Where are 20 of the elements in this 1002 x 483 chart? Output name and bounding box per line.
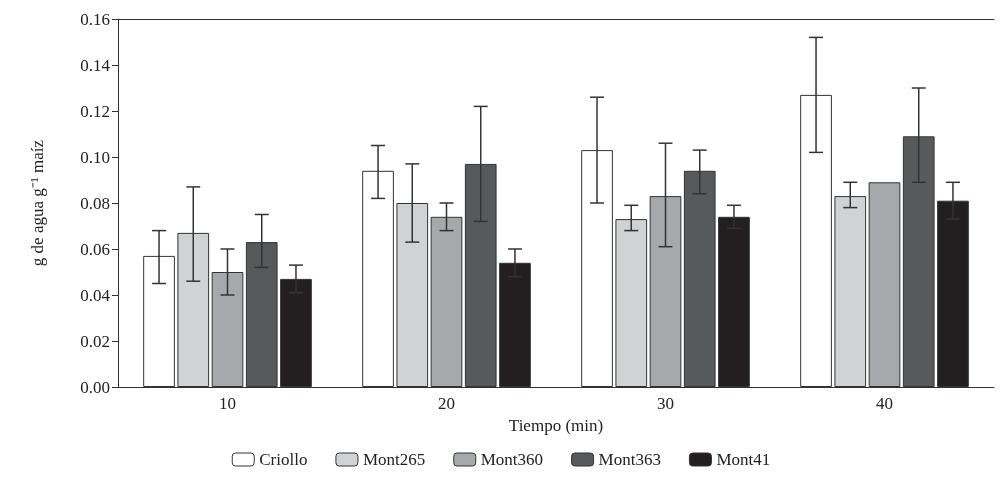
y-tick-label: 0.16 bbox=[80, 9, 110, 29]
y-tick-label: 0.06 bbox=[80, 239, 110, 259]
legend-label: Criollo bbox=[259, 450, 308, 469]
legend-label: Mont360 bbox=[480, 450, 544, 469]
legend-label: Mont265 bbox=[362, 450, 426, 469]
legend-label: Mont363 bbox=[598, 450, 661, 469]
y-axis-title: g de agua g⁻¹ maíz bbox=[28, 139, 47, 267]
y-tick-label: 0.12 bbox=[80, 101, 110, 121]
y-tick-label: 0.02 bbox=[80, 331, 110, 351]
x-axis-title: Tiempo (min) bbox=[508, 416, 604, 435]
y-tick-label: 0.00 bbox=[80, 377, 110, 397]
x-tick-label: 40 bbox=[876, 394, 893, 413]
legend-label: Mont41 bbox=[716, 450, 771, 469]
x-tick-label: 10 bbox=[219, 394, 236, 413]
y-tick-label: 0.08 bbox=[80, 193, 110, 213]
x-tick-label: 20 bbox=[438, 394, 455, 413]
y-tick-label: 0.14 bbox=[80, 55, 111, 75]
x-tick-label: 30 bbox=[657, 394, 674, 413]
y-tick-label: 0.04 bbox=[80, 285, 111, 305]
y-tick-label: 0.10 bbox=[80, 147, 110, 167]
